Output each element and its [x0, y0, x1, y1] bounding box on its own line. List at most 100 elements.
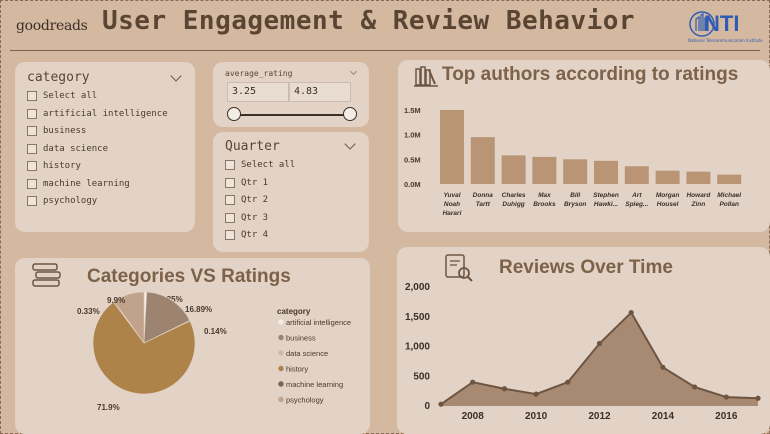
quarter-item[interactable]: Qtr 2 [225, 195, 268, 205]
rating-slider-max-handle[interactable] [343, 107, 357, 121]
legend-swatch [278, 381, 284, 387]
checkbox[interactable] [27, 108, 37, 119]
x-tick-label: 2016 [715, 411, 738, 422]
checkbox[interactable] [27, 91, 37, 101]
y-tick-label: 1,500 [405, 312, 430, 323]
legend-swatch [278, 396, 284, 403]
checkbox[interactable] [27, 196, 37, 206]
goodreads-logo: goodreads [16, 18, 88, 34]
legend-label: machine learning [286, 380, 343, 389]
legend-label: history [286, 365, 308, 374]
legend-swatch [278, 319, 284, 325]
quarter-item[interactable]: Qtr 1 [225, 177, 269, 188]
slice-value-label: 71.9% [97, 403, 120, 412]
quarter-item-label: Select all [241, 160, 296, 170]
legend-title: category [277, 307, 311, 316]
quarter-item-label: Qtr 3 [241, 212, 269, 223]
x-tick-label: Michael Pollan [717, 192, 741, 208]
category-item[interactable]: Select all [27, 91, 97, 101]
category-item[interactable]: psychology [27, 196, 97, 206]
bar [624, 166, 649, 184]
categories-pie-card: Categories VS Ratings 0.85% 16.89% 0.14% 71… [15, 258, 370, 434]
category-item[interactable]: machine learning [27, 178, 130, 189]
category-item-label: business [43, 126, 87, 136]
area-fill [441, 312, 758, 406]
slice-value-label: 9.9% [107, 296, 125, 305]
header-divider [10, 50, 760, 51]
x-tick-label: 2008 [462, 411, 485, 422]
legend-swatch [278, 365, 284, 372]
pie-slice [143, 291, 191, 344]
chevron-down-icon[interactable] [349, 67, 358, 76]
pie-slice [113, 291, 145, 344]
bar [532, 156, 557, 184]
category-item[interactable]: history [27, 161, 81, 171]
category-item-label: Select all [43, 91, 98, 101]
rating-max-input[interactable]: 4.83 [289, 82, 351, 102]
rating-slicer-title: average_rating [225, 69, 293, 78]
quarter-item-label: Qtr 1 [241, 177, 269, 188]
checkbox[interactable] [225, 160, 235, 170]
x-tick-label: Stephen Hawki... [593, 192, 619, 208]
y-tick-label: 1.0M [404, 131, 421, 140]
x-tick-label: 2010 [525, 411, 548, 422]
category-item-label: history [43, 161, 81, 171]
quarter-item[interactable]: Select all [225, 160, 295, 170]
x-tick-label: 2014 [652, 411, 675, 422]
checkbox[interactable] [27, 143, 37, 154]
x-tick-label: Bill Bryson [564, 192, 586, 208]
nti-logo-subtitle: National Telecommunication Institute [688, 38, 763, 43]
bar [717, 174, 742, 184]
checkbox[interactable] [225, 177, 235, 188]
data-point [628, 309, 634, 316]
category-item-label: psychology [43, 196, 98, 206]
bar [594, 160, 618, 184]
x-tick-label: Donna Tartt [473, 192, 494, 208]
pie-slice [92, 301, 196, 395]
y-tick-label: 500 [413, 371, 430, 382]
data-point [533, 391, 539, 397]
rating-slider-min-handle[interactable] [227, 107, 241, 121]
y-tick-label: 0.5M [404, 155, 421, 164]
data-point [660, 364, 666, 370]
legend-swatch [278, 334, 284, 341]
x-tick-label: 2012 [588, 411, 611, 422]
bar [470, 137, 495, 184]
x-tick-label: Charles Duhigg [502, 192, 526, 208]
category-item[interactable]: business [27, 126, 86, 136]
quarter-item[interactable]: Qtr 3 [225, 212, 269, 223]
category-item[interactable]: artificial intelligence [27, 108, 168, 119]
categories-pie-chart: 0.85%16.89% 0.14% 71.9% 0.33% 9.9% category ar… [77, 291, 351, 412]
checkbox[interactable] [225, 195, 235, 205]
checkbox[interactable] [225, 212, 235, 223]
bar [686, 171, 711, 184]
quarter-item[interactable]: Qtr 4 [225, 230, 268, 240]
chevron-down-icon[interactable] [344, 138, 356, 150]
category-item[interactable]: data science [27, 143, 109, 154]
checkbox[interactable] [27, 161, 37, 171]
slice-value-label: 16.89% [185, 305, 212, 314]
checkbox[interactable] [225, 230, 235, 240]
top-authors-title: Top authors according to ratings [442, 64, 739, 85]
y-tick-label: 0.0M [404, 180, 421, 189]
chevron-down-icon[interactable] [170, 70, 182, 82]
quarter-slicer: Quarter Select all Qtr 1 Qtr 2 Qtr 3 Qtr 4 [213, 132, 369, 252]
bar [501, 155, 526, 184]
document-search-icon [445, 254, 473, 282]
rating-slider-track [235, 114, 353, 116]
data-point [470, 379, 476, 385]
slice-value-label: 0.85% [160, 295, 183, 304]
data-point [501, 386, 507, 392]
y-tick-label: 1.5M [404, 106, 421, 115]
bar [655, 170, 680, 184]
checkbox[interactable] [27, 126, 37, 136]
data-point [596, 340, 603, 347]
category-item-label: data science [43, 143, 109, 154]
checkbox[interactable] [27, 178, 37, 189]
quarter-slicer-title: Quarter [225, 139, 280, 154]
data-point [723, 394, 729, 400]
rating-slicer: average_rating 3.25 4.83 [213, 62, 369, 127]
rating-min-input[interactable]: 3.25 [227, 82, 289, 102]
reviews-area-chart: 0 500 1,000 1,500 2,000 2008 2010 2012 2014 2016 [405, 282, 761, 422]
books-stack-icon [32, 263, 61, 287]
